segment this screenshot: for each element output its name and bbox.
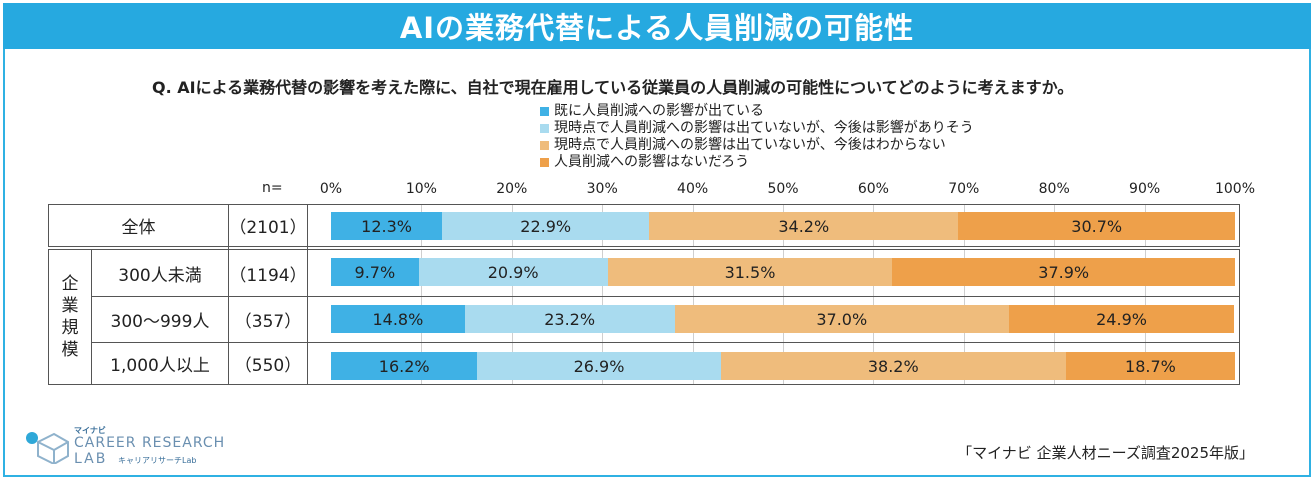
legend: 既に人員削減への影響が出ている 現時点で人員削減への影響は出ていないが、今後は影…: [540, 103, 974, 171]
chart-table: [48, 204, 1240, 385]
data-label: 30.7%: [1071, 216, 1123, 236]
bar-segment: 26.9%: [477, 352, 721, 380]
x-tick-label: 60%: [857, 181, 889, 197]
source-note: 「マイナビ 企業人材ニーズ調査2025年版」: [957, 444, 1254, 462]
bar-segment: 18.7%: [1065, 352, 1235, 380]
bar-segment: 12.3%: [331, 212, 443, 240]
logo-line2: LAB: [74, 451, 108, 467]
data-label: 23.2%: [544, 309, 596, 329]
x-tick-label: 20%: [496, 181, 528, 197]
bar-segment: 22.9%: [442, 212, 650, 240]
logo-line1: CAREER RESEARCH: [74, 435, 226, 451]
bar-segment: 20.9%: [418, 258, 608, 286]
data-label: 20.9%: [487, 262, 539, 282]
data-label: 14.8%: [372, 309, 424, 329]
row-label: 1,000人以上: [110, 356, 210, 376]
group-label-char: 規: [61, 318, 79, 338]
career-research-lab-logo-icon: [26, 432, 69, 464]
bar-segment: 23.2%: [464, 305, 675, 333]
legend-label: 現時点で人員削減への影響は出ていないが、今後はわからない: [554, 137, 946, 153]
x-tick-label: 0%: [319, 181, 343, 197]
gridline: [964, 204, 965, 384]
gridline: [873, 204, 874, 384]
x-tick-label: 80%: [1038, 181, 1070, 197]
row-label: 全体: [121, 218, 156, 238]
legend-swatch: [540, 141, 549, 150]
legend-swatch: [540, 158, 549, 167]
legend-item: 既に人員削減への影響が出ている: [540, 103, 974, 120]
x-tick-label: 100%: [1214, 181, 1256, 197]
data-label: 38.2%: [867, 356, 919, 376]
question-text: Q. AIによる業務代替の影響を考えた際に、自社で現在雇用している従業員の人員削…: [152, 78, 1074, 97]
legend-swatch: [540, 124, 549, 133]
gridline: [512, 204, 513, 384]
bar-segment: 31.5%: [607, 258, 893, 286]
column-divider: [228, 204, 229, 384]
legend-item: 現時点で人員削減への影響は出ていないが、今後はわからない: [540, 137, 974, 154]
column-divider: [307, 204, 308, 384]
gridline: [693, 204, 694, 384]
page-title: AIの業務代替による人員削減の可能性: [3, 3, 1311, 49]
column-divider: [91, 250, 92, 384]
row-separator: [91, 296, 1240, 297]
x-tick-label: 10%: [405, 181, 437, 197]
row-separator: [91, 342, 1240, 343]
row-n: （550）: [234, 356, 302, 376]
row-n: （1194）: [229, 265, 307, 286]
data-label: 22.9%: [520, 216, 572, 236]
data-label: 18.7%: [1125, 356, 1176, 376]
data-label: 31.5%: [724, 262, 776, 282]
x-tick-label: 90%: [1129, 181, 1161, 197]
row-label: 300人未満: [118, 265, 202, 286]
legend-swatch: [540, 107, 549, 116]
legend-item: 人員削減への影響はないだろう: [540, 154, 974, 171]
bar-segment: 16.2%: [331, 352, 478, 380]
group-label-char: 企: [61, 274, 79, 294]
data-label: 12.3%: [361, 216, 412, 236]
data-label: 37.0%: [816, 309, 868, 329]
data-label: 26.9%: [573, 356, 625, 376]
bar-segment: 34.2%: [649, 212, 959, 240]
logo-small-text: マイナビ: [74, 426, 106, 435]
group-label-char: 業: [61, 296, 79, 316]
n-label: n=: [262, 180, 283, 196]
x-tick-label: 30%: [586, 181, 618, 197]
legend-item: 現時点で人員削減への影響は出ていないが、今後は影響がありそう: [540, 120, 974, 137]
x-tick-label: 70%: [948, 181, 980, 197]
legend-label: 既に人員削減への影響が出ている: [554, 103, 764, 119]
row-n: （2101）: [229, 218, 307, 238]
data-label: 16.2%: [378, 356, 430, 376]
row-n: （357）: [234, 312, 302, 332]
bar-segment: 14.8%: [331, 305, 465, 333]
data-label: 24.9%: [1096, 309, 1147, 329]
row-label: 300～999人: [110, 312, 210, 332]
group-label-char: 模: [61, 340, 79, 360]
data-label: 9.7%: [354, 262, 396, 282]
bar-segment: 38.2%: [720, 352, 1066, 380]
row-separator-double: [48, 246, 1240, 250]
bar-segment: 9.7%: [331, 258, 419, 286]
gridline: [1054, 204, 1055, 384]
logo-sub: キャリアリサーチLab: [118, 456, 197, 465]
bar-segment: 30.7%: [958, 212, 1235, 240]
bar-segment: 24.9%: [1009, 305, 1235, 333]
bar-segment: 37.9%: [892, 258, 1235, 286]
bar-segment: 37.0%: [674, 305, 1009, 333]
gridline: [602, 204, 603, 384]
gridline: [783, 204, 784, 384]
group-label-company-size: 企 業 規 模: [49, 250, 91, 384]
x-tick-label: 40%: [677, 181, 709, 197]
legend-label: 現時点で人員削減への影響は出ていないが、今後は影響がありそう: [554, 120, 974, 136]
legend-label: 人員削減への影響はないだろう: [554, 154, 750, 170]
data-label: 34.2%: [778, 216, 830, 236]
gridline: [1145, 204, 1146, 384]
gridline: [421, 204, 422, 384]
chart-frame: [3, 3, 1311, 477]
data-label: 37.9%: [1038, 262, 1090, 282]
x-tick-label: 50%: [767, 181, 799, 197]
